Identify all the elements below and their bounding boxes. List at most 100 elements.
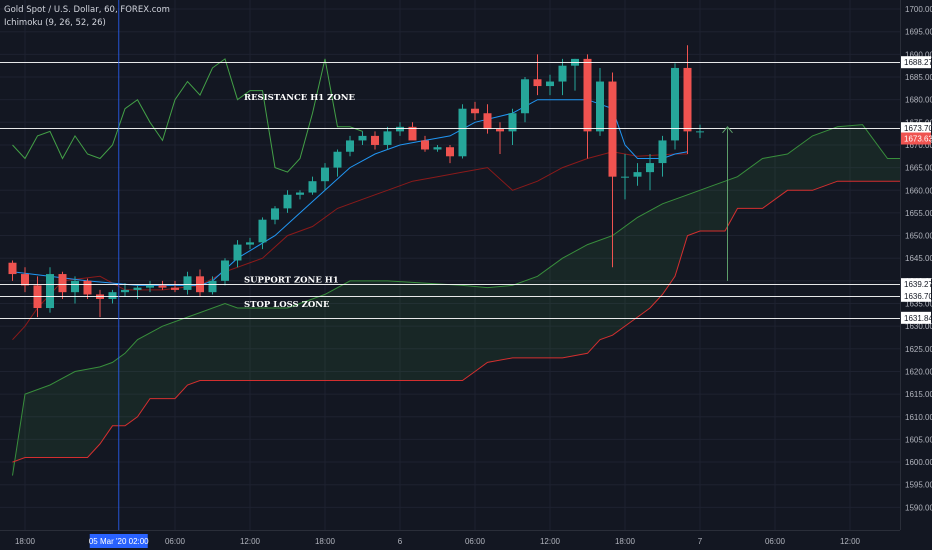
price-line-label: 1688.27 (904, 58, 932, 67)
price-tick-label: 1605.00 (905, 435, 932, 444)
price-line-badge[interactable] (901, 56, 931, 69)
price-tick-label: 1635.00 (905, 300, 932, 309)
candle-body[interactable] (621, 176, 629, 178)
indicator-title: Ichimoku (9, 26, 52, 26) (4, 18, 106, 28)
zone-label: RESISTANCE H1 ZONE (244, 93, 356, 103)
candle-body[interactable] (296, 192, 304, 195)
candle-body[interactable] (596, 81, 604, 132)
candle-body[interactable] (271, 208, 279, 220)
time-axis-background (0, 530, 932, 550)
candle-body[interactable] (283, 194, 292, 209)
price-line-badge[interactable] (901, 278, 931, 291)
candlesticks[interactable] (8, 45, 705, 318)
candle-body[interactable] (658, 140, 667, 164)
candle-body[interactable] (308, 181, 317, 193)
candle-body[interactable] (646, 163, 654, 173)
candle-body[interactable] (246, 242, 254, 245)
price-tick-label: 1680.00 (905, 96, 932, 105)
candle-body[interactable] (233, 244, 242, 261)
candle-body[interactable] (358, 135, 367, 141)
time-tick-label: 06:00 (765, 537, 786, 546)
zone-label: STOP LOSS ZONE (244, 300, 330, 310)
price-line-badge[interactable] (901, 289, 931, 302)
zone-labels: RESISTANCE H1 ZONE SUPPORT ZONE H1 STOP LO… (244, 93, 356, 310)
candle-body[interactable] (346, 140, 354, 152)
price-tick-label: 1590.00 (905, 503, 932, 512)
candle-body[interactable] (546, 81, 554, 87)
candle-body[interactable] (108, 292, 117, 299)
candle-body[interactable] (171, 287, 179, 290)
price-line-badge[interactable] (901, 122, 931, 135)
candle-body[interactable] (146, 285, 154, 288)
zone-lines[interactable] (0, 62, 900, 319)
ichimoku-cloud (12, 124, 900, 476)
candle-body[interactable] (258, 219, 267, 243)
candle-body[interactable] (208, 280, 217, 293)
candle-body[interactable] (671, 67, 679, 141)
candle-body[interactable] (58, 274, 67, 293)
candle-body[interactable] (321, 167, 329, 182)
current-price-badge[interactable] (901, 132, 931, 145)
price-tick-label: 1650.00 (905, 232, 932, 241)
time-tick-label: 7 (698, 537, 703, 546)
candle-body[interactable] (633, 172, 642, 177)
candle-body[interactable] (221, 260, 229, 281)
price-tick-label: 1625.00 (905, 345, 932, 354)
candle-body[interactable] (21, 274, 29, 286)
price-tick-label: 1620.00 (905, 367, 932, 376)
candle-body[interactable] (483, 113, 492, 130)
chart-legend: Gold Spot / U.S. Dollar, 60, FOREX.com I… (4, 4, 170, 30)
price-tick-label: 1655.00 (905, 209, 932, 218)
candle-body[interactable] (133, 287, 142, 290)
price-tick-label: 1670.00 (905, 141, 932, 150)
candle-body[interactable] (83, 280, 92, 295)
candle-body[interactable] (471, 108, 479, 114)
candle-body[interactable] (183, 276, 192, 290)
candle-body[interactable] (521, 79, 529, 114)
candle-body[interactable] (371, 135, 379, 145)
candle-body[interactable] (508, 113, 517, 132)
price-tick-label: 1695.00 (905, 28, 932, 37)
candle-body[interactable] (421, 140, 429, 150)
time-axis[interactable]: 18:00 06:00 12:00 18:00 6 06:00 12:00 18:00 7 06:… (0, 530, 932, 550)
candle-body[interactable] (121, 289, 129, 293)
crosshair-time-label: 05 Mar '20 02:00 (89, 537, 149, 546)
price-line-label: 1631.84 (904, 314, 932, 323)
candle-body[interactable] (558, 65, 567, 82)
time-tick-label: 12:00 (540, 537, 561, 546)
price-line-badge[interactable] (901, 311, 931, 324)
candle-body[interactable] (696, 131, 704, 133)
candle-body[interactable] (396, 126, 404, 132)
candle-body[interactable] (496, 129, 504, 132)
up-arrow-drawing[interactable] (722, 126, 733, 281)
candle-body[interactable] (533, 79, 542, 87)
candle-body[interactable] (583, 58, 592, 132)
candle-body[interactable] (408, 126, 417, 141)
price-tick-label: 1660.00 (905, 186, 932, 195)
candle-body[interactable] (446, 147, 454, 157)
price-tick-label: 1645.00 (905, 254, 932, 263)
candle-body[interactable] (333, 151, 342, 168)
candle-body[interactable] (383, 131, 392, 145)
price-tick-label: 1600.00 (905, 458, 932, 467)
arrow-head[interactable] (722, 126, 733, 134)
crosshair-time-badge (89, 534, 148, 548)
time-tick-label: 12:00 (840, 537, 861, 546)
cloud-fill (12, 124, 900, 476)
candle-body[interactable] (46, 274, 54, 309)
candle-body[interactable] (608, 81, 617, 177)
price-line-label: 1673.70 (904, 124, 932, 133)
candle-body[interactable] (158, 285, 167, 288)
candle-body[interactable] (8, 262, 17, 275)
candle-body[interactable] (683, 67, 692, 132)
price-axis[interactable]: 1590.00 1595.00 1600.00 1605.00 1610.00 1615.… (900, 0, 932, 550)
candle-body[interactable] (433, 147, 442, 150)
candle-body[interactable] (458, 108, 467, 157)
price-tick-label: 1595.00 (905, 481, 932, 490)
price-tick-label: 1630.00 (905, 322, 932, 331)
price-tick-label: 1685.00 (905, 73, 932, 82)
candle-body[interactable] (71, 280, 79, 293)
zone-label: SUPPORT ZONE H1 (244, 276, 339, 286)
